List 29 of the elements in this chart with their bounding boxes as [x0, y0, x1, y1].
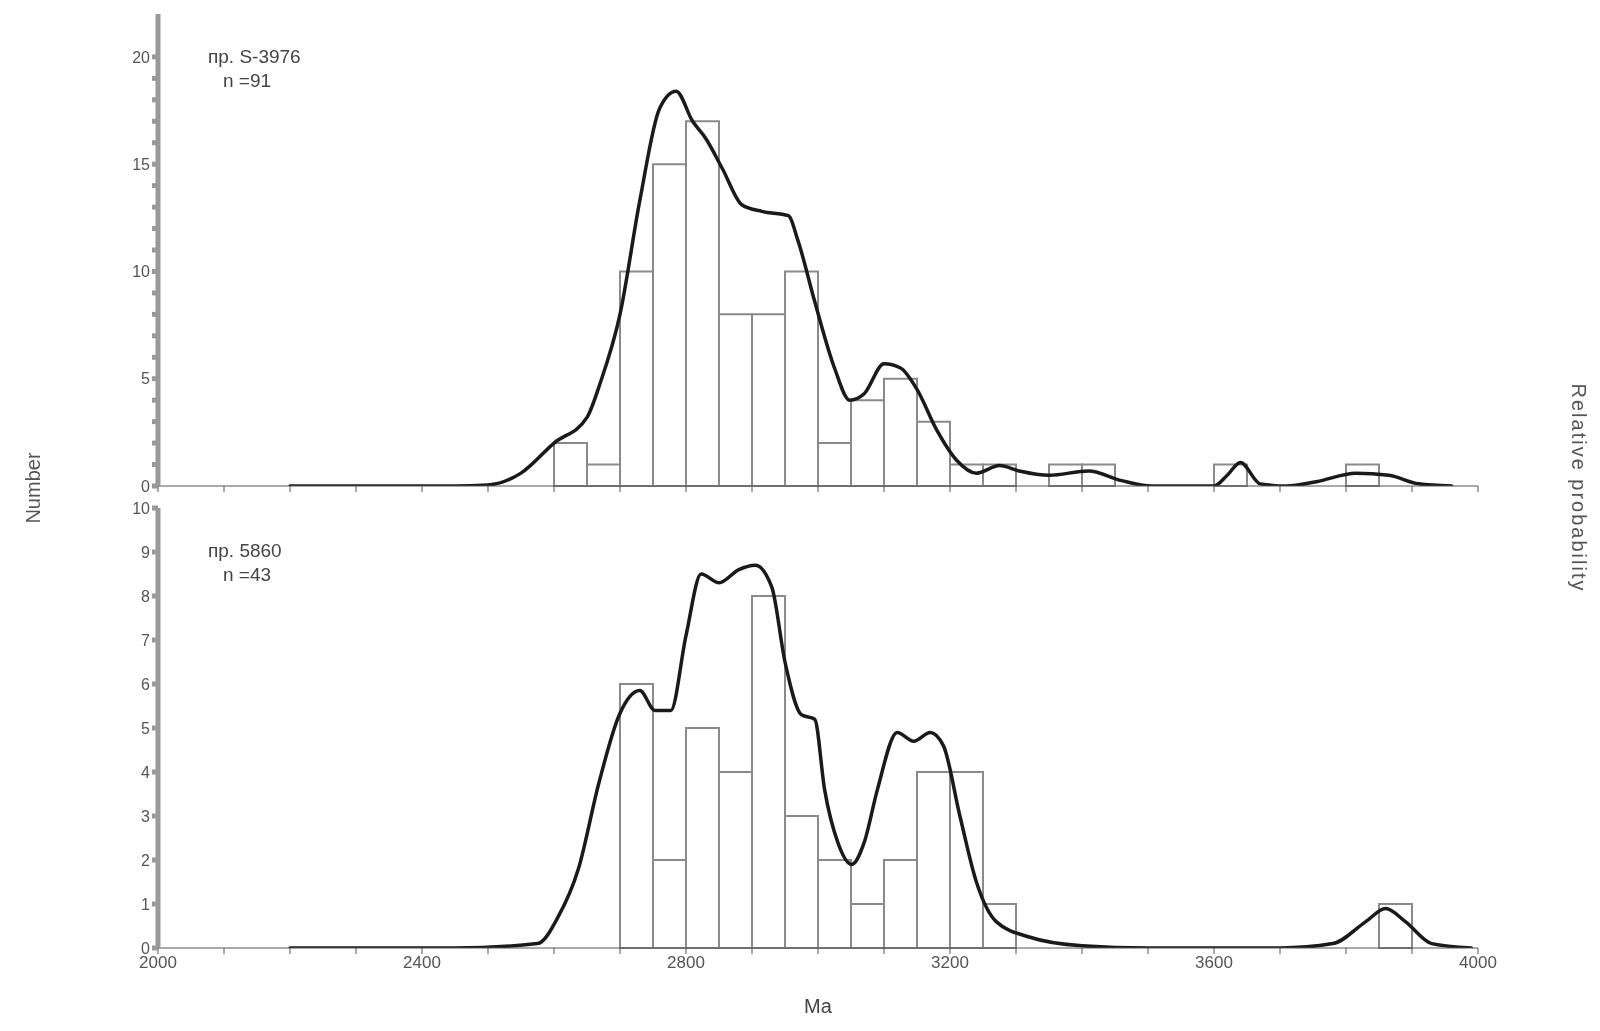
y2-axis-title: Relative probability — [1566, 383, 1590, 593]
annotation: пр. 5860 — [208, 540, 282, 562]
y-tick-label: 15 — [132, 155, 151, 173]
y-tick-label: 5 — [141, 719, 151, 737]
x-tick-label: 3200 — [931, 953, 969, 973]
y-tick-label: 1 — [141, 895, 151, 913]
y-tick-label: 20 — [132, 48, 151, 66]
annotation: n =43 — [223, 564, 272, 586]
x-axis-title: Ma — [804, 995, 833, 1017]
y-tick-label: 4 — [141, 763, 151, 781]
x-tick-label: 2800 — [667, 953, 705, 973]
x-tick-label: 2400 — [403, 953, 441, 973]
annotation: пр. S-3976 — [208, 46, 301, 68]
x-tick-label: 4000 — [1459, 953, 1497, 973]
x-tick-label: 3600 — [1195, 953, 1233, 973]
y-tick-label: 10 — [132, 499, 151, 517]
y-tick-label: 8 — [141, 587, 151, 605]
y-tick-label: 7 — [141, 631, 151, 649]
y-axis-title: Number — [21, 452, 45, 524]
y-tick-label: 9 — [141, 543, 151, 561]
y-tick-label: 10 — [132, 263, 151, 281]
y-tick-label: 3 — [141, 807, 151, 825]
y-tick-label: 6 — [141, 675, 151, 693]
line-series — [288, 89, 1454, 486]
y-tick-label: 0 — [141, 477, 151, 495]
line-series — [288, 563, 1474, 948]
y-tick-label: 2 — [141, 851, 151, 869]
annotation: n =91 — [223, 70, 272, 92]
y-tick-label: 5 — [141, 370, 151, 388]
